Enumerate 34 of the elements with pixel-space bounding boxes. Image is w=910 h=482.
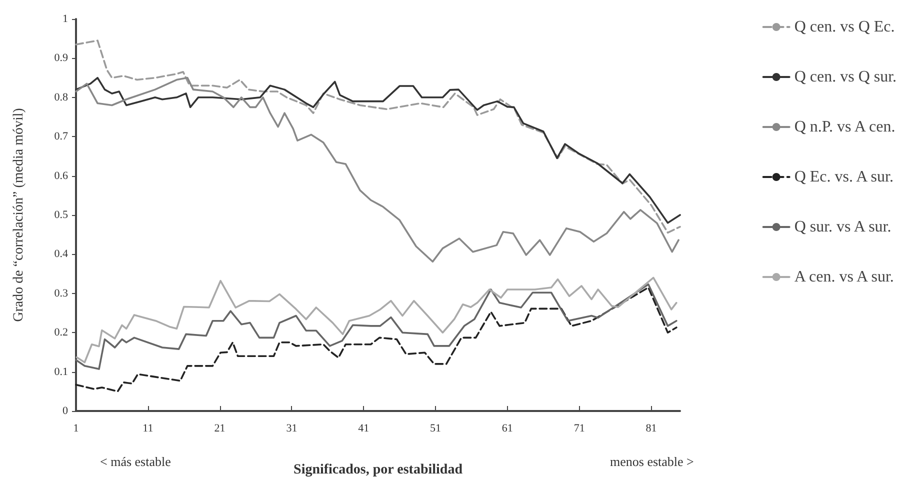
line-series [75,40,681,234]
x-tick-label: 11 [142,422,154,434]
y-tick-label: 0.5 [54,209,68,221]
y-tick-label: 0.7 [54,130,68,143]
x-tick-label: 31 [286,422,298,434]
y-tick-label: 0.1 [54,366,68,378]
line-series [75,76,680,263]
legend-label: Q cen. vs Q sur. [794,68,897,86]
text: menos estable > [610,454,694,469]
legend-label: A cen. vs A sur. [794,268,894,286]
x-axis-title: Significados, por estabilidad [294,462,463,478]
y-tick-label: 1 [62,13,68,25]
legend-label: Q Ec. vs. A sur. [794,168,894,186]
legend-label: Q n.P. vs A cen. [794,118,896,136]
line-series [75,76,681,224]
text: < más estable [100,454,172,469]
y-tick-label: 0.8 [54,91,68,104]
x-tick-label: 51 [430,422,442,434]
line-series [75,286,678,392]
y-tick-label: 0.9 [54,52,68,64]
y-tick-label: 0.3 [54,287,68,300]
y-axis-title: Grado de “correlación” (media móvil) [12,108,26,322]
y-tick-label: 0.2 [54,326,68,339]
legend-label: Q sur. vs A sur. [794,218,892,236]
x-tick-label: 61 [502,422,513,434]
x-tick-label: 71 [574,422,585,434]
y-tick-label: 0.6 [54,170,68,182]
y-tick-label: 0.4 [54,248,68,260]
x-tick-label: 1 [73,422,79,434]
x-tick-label: 41 [358,422,370,434]
legend-label: Q cen. vs Q Ec. [794,18,895,36]
x-tick-label: 81 [646,422,657,434]
x-tick-label: 21 [214,422,226,434]
y-tick-label: 0 [62,405,68,417]
